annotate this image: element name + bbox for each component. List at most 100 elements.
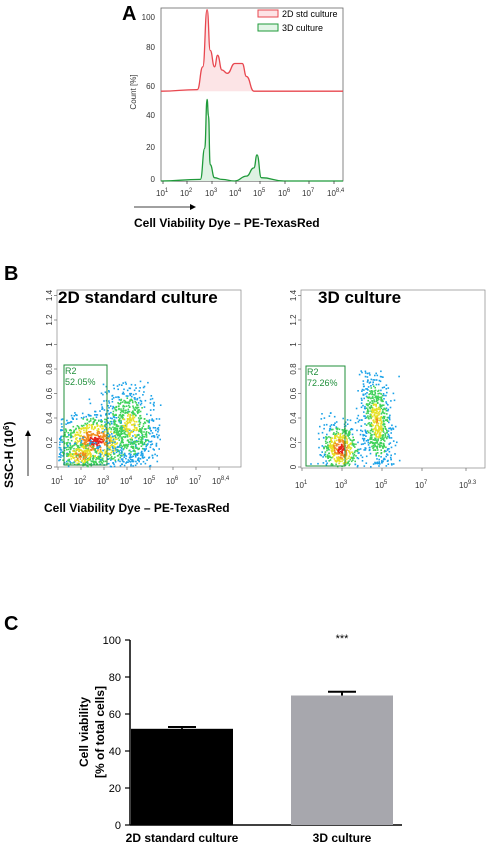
density-dot (376, 461, 379, 464)
density-dot (89, 444, 91, 447)
density-dot (372, 402, 374, 404)
density-dot (153, 405, 155, 407)
density-dot (59, 443, 61, 446)
density-dot (126, 397, 129, 399)
density-dot (380, 393, 382, 395)
density-dot (153, 449, 155, 451)
density-dot (364, 429, 367, 432)
density-dot (121, 452, 123, 455)
density-dot (86, 432, 88, 434)
density-dot (341, 432, 344, 435)
density-dot (139, 428, 141, 431)
density-dot (108, 426, 111, 429)
density-dot (362, 394, 365, 396)
density-dot (115, 423, 118, 426)
density-dot (126, 401, 128, 404)
density-dot (357, 414, 360, 417)
density-dot (383, 398, 385, 400)
density-dot (380, 397, 383, 400)
density-dot (333, 437, 336, 440)
x-tick-label: 102 (74, 476, 87, 486)
density-dot (370, 466, 372, 468)
density-dot (383, 408, 385, 411)
density-dot (128, 449, 130, 452)
density-dot (364, 375, 367, 378)
density-dot (366, 388, 368, 390)
density-dot (337, 436, 339, 438)
density-dot (335, 463, 337, 466)
density-dot (366, 381, 369, 383)
density-dot (345, 458, 348, 461)
density-dot (141, 438, 144, 440)
density-dot (380, 399, 382, 402)
density-dot (345, 431, 347, 433)
density-dot (129, 399, 131, 401)
density-dot (78, 448, 80, 451)
density-dot (145, 432, 147, 434)
density-dot (363, 397, 365, 400)
density-dot (358, 373, 361, 376)
density-dot (94, 426, 96, 428)
density-dot (373, 409, 376, 412)
density-dot (141, 443, 144, 446)
density-dot (376, 399, 378, 402)
density-dot (96, 432, 99, 434)
density-dot (75, 431, 78, 434)
density-dot (136, 404, 138, 406)
density-dot (122, 405, 124, 408)
density-dot (143, 428, 146, 430)
density-dot (103, 449, 106, 451)
density-dot (387, 463, 390, 465)
density-dot (112, 410, 115, 413)
density-dot (132, 441, 134, 444)
density-dot (85, 441, 87, 443)
density-dot (120, 408, 122, 410)
density-dot (384, 432, 386, 435)
density-dot (385, 428, 387, 430)
density-dot (86, 449, 88, 451)
density-dot (140, 445, 143, 447)
density-dot (141, 450, 143, 453)
density-dot (104, 460, 107, 463)
density-dot (333, 452, 336, 455)
density-dot (135, 460, 137, 463)
density-dot (92, 432, 94, 435)
density-dot (109, 447, 111, 449)
density-dot (113, 423, 116, 426)
density-dot (101, 441, 103, 444)
density-dot (126, 444, 129, 446)
density-dot (137, 402, 140, 404)
density-dot (374, 395, 377, 397)
density-dot (65, 436, 67, 438)
density-dot (379, 405, 381, 407)
density-dot (378, 396, 381, 399)
density-dot (95, 442, 97, 444)
density-dot (362, 433, 364, 436)
density-dot (107, 405, 109, 407)
density-dot (380, 416, 382, 419)
density-dot (381, 404, 384, 406)
density-dot (351, 444, 354, 446)
panel-a-x-ticks: 101 102 103 104 105 106 107 108,4 (156, 181, 345, 198)
density-dot (323, 447, 325, 449)
density-dot (380, 424, 382, 426)
density-dot (371, 402, 373, 405)
density-dot (89, 431, 92, 433)
density-dot (352, 445, 355, 447)
density-dot (345, 432, 348, 435)
density-dot (386, 413, 388, 415)
density-dot (147, 450, 150, 452)
density-dot (112, 397, 115, 399)
density-dot (369, 413, 372, 416)
density-dot (108, 441, 111, 444)
density-dot (108, 434, 111, 436)
panel-a-ytick-20: 20 (146, 143, 155, 152)
density-dot (74, 435, 76, 437)
density-dot (107, 447, 110, 449)
density-dot (124, 430, 127, 433)
density-dot (79, 440, 81, 442)
density-dot (120, 399, 122, 402)
density-dot (133, 429, 135, 432)
density-dot (130, 453, 132, 456)
density-dot (98, 440, 101, 442)
